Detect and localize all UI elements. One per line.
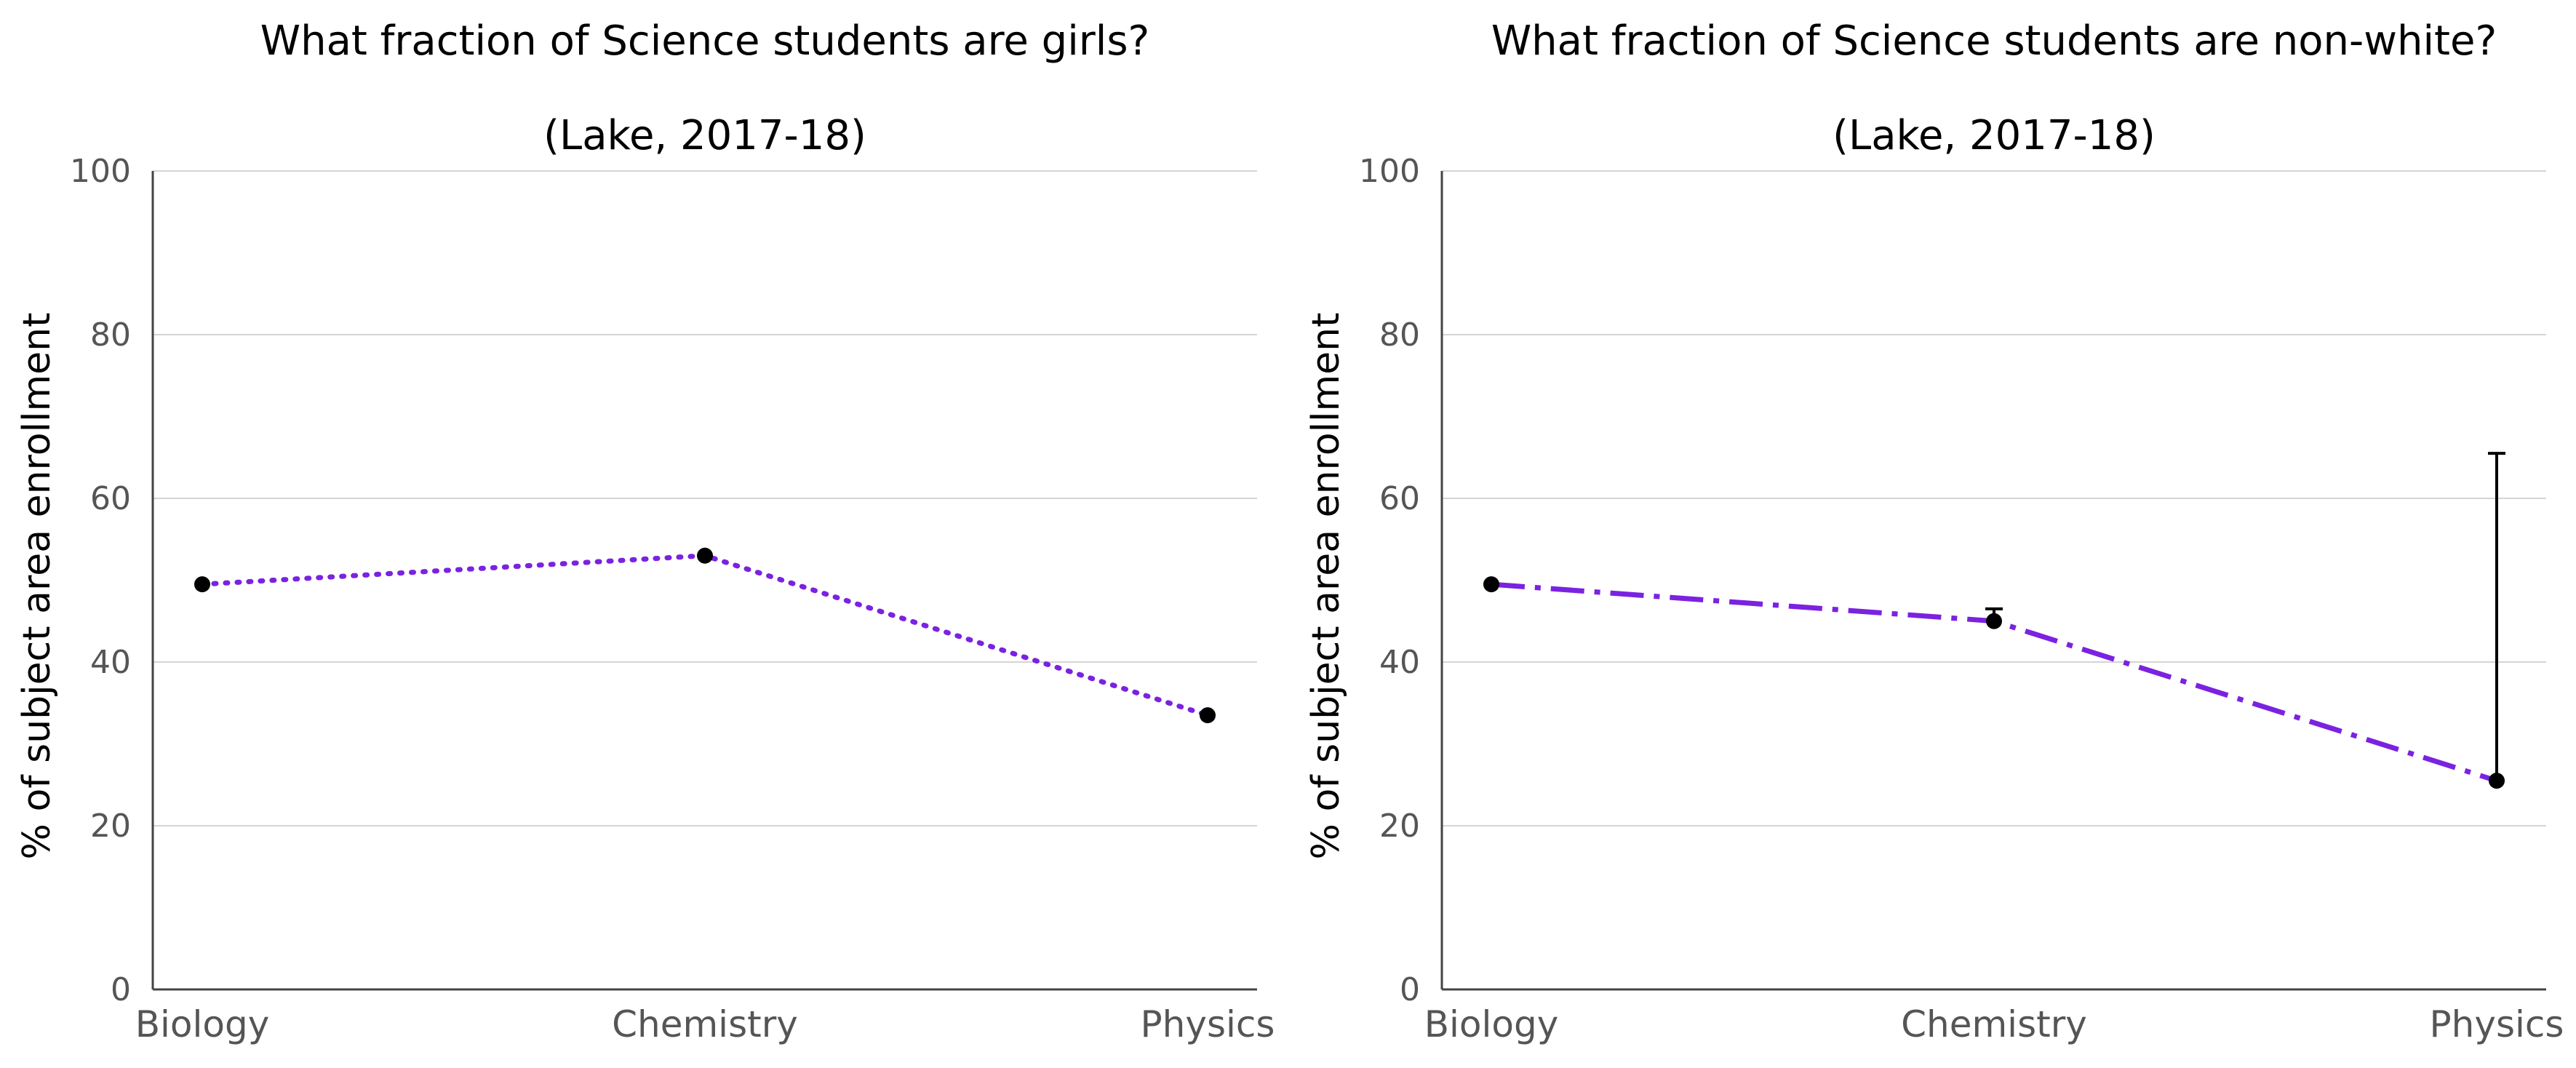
x-tick-label: Chemistry bbox=[612, 1003, 798, 1045]
chart-title: What fraction of Science students are no… bbox=[1491, 17, 2497, 65]
chart-panel-girls: 0 20 40 60 80 100 Biology Chemistry Physics What … bbox=[15, 17, 1275, 1045]
y-axis-label: % of subject area enrollment bbox=[15, 313, 59, 860]
data-point bbox=[1483, 576, 1499, 593]
data-point bbox=[194, 576, 210, 593]
y-tick-label: 40 bbox=[1379, 644, 1420, 681]
y-tick-label: 80 bbox=[90, 316, 131, 354]
chart-subtitle: (Lake, 2017-18) bbox=[543, 112, 866, 159]
y-axis-label: % of subject area enrollment bbox=[1304, 313, 1348, 860]
x-tick-label: Physics bbox=[1141, 1003, 1275, 1045]
x-tick-label: Physics bbox=[2430, 1003, 2564, 1045]
y-tick-label: 20 bbox=[90, 808, 131, 845]
x-tick-label: Biology bbox=[135, 1003, 270, 1045]
y-tick-label: 100 bbox=[70, 153, 131, 190]
data-point bbox=[1986, 613, 2002, 629]
chart-subtitle: (Lake, 2017-18) bbox=[1833, 112, 2156, 159]
y-tick-label: 60 bbox=[1379, 480, 1420, 517]
x-tick-label: Chemistry bbox=[1901, 1003, 2087, 1045]
y-tick-label: 20 bbox=[1379, 808, 1420, 845]
y-tick-label: 0 bbox=[1400, 971, 1420, 1008]
y-tick-label: 0 bbox=[111, 971, 131, 1008]
y-tick-label: 40 bbox=[90, 644, 131, 681]
y-tick-label: 80 bbox=[1379, 316, 1420, 354]
y-tick-label: 100 bbox=[1359, 153, 1420, 190]
data-point bbox=[1200, 707, 1216, 724]
chart-panel-non-white: 0 20 40 60 80 100 Biology Chemistry Physics What … bbox=[1304, 17, 2564, 1045]
data-point bbox=[697, 547, 713, 564]
y-tick-label: 60 bbox=[90, 480, 131, 517]
x-tick-label: Biology bbox=[1424, 1003, 1559, 1045]
data-point bbox=[2489, 773, 2505, 789]
chart-title: What fraction of Science students are gi… bbox=[260, 17, 1150, 65]
series-line bbox=[199, 553, 1211, 718]
